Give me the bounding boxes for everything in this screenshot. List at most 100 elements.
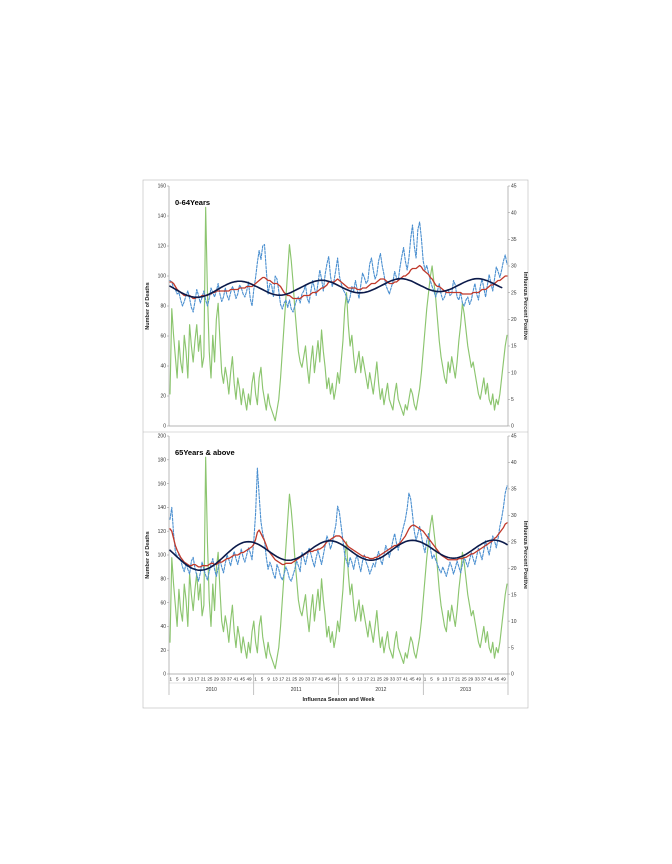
y-tick-label: 100: [158, 553, 167, 559]
x-tick-label: 9: [267, 677, 270, 682]
x-tick-label: 21: [455, 677, 461, 682]
x-tick-label: 37: [396, 677, 402, 682]
x-tick-label: 17: [364, 677, 370, 682]
x-tick-label: 21: [201, 677, 207, 682]
y2-tick-label: 45: [511, 434, 517, 440]
x-tick-label: 49: [416, 677, 422, 682]
y-tick-label: 20: [160, 394, 166, 400]
y2-tick-label: 15: [511, 344, 517, 350]
x-tick-label: 13: [357, 677, 363, 682]
y2-tick-label: 30: [511, 513, 517, 519]
x-tick-label: 41: [318, 677, 324, 682]
y2-tick-label: 0: [511, 424, 514, 430]
y2-tick-label: 20: [511, 317, 517, 323]
y-tick-label: 140: [158, 214, 167, 220]
y2-tick-label: 25: [511, 290, 517, 296]
y2-axis-title: Influenza Percent Positive: [522, 521, 528, 589]
y2-tick-label: 10: [511, 619, 517, 625]
series-line-percent-positive: [169, 456, 508, 670]
x-tick-label: 37: [312, 677, 318, 682]
y2-tick-label: 5: [511, 645, 514, 651]
x-tick-label: 13: [273, 677, 279, 682]
panel-title: 65Years & above: [175, 448, 235, 457]
y-tick-label: 140: [158, 505, 167, 511]
x-axis-title: Influenza Season and Week: [302, 697, 375, 703]
y-axis-title: Number of Deaths: [145, 282, 151, 329]
y-tick-label: 0: [163, 672, 166, 678]
y2-tick-label: 35: [511, 487, 517, 493]
x-tick-label: 49: [331, 677, 337, 682]
x-group-label: 2010: [206, 687, 217, 693]
x-tick-label: 21: [370, 677, 376, 682]
x-tick-label: 9: [183, 677, 186, 682]
x-tick-label: 45: [494, 677, 500, 682]
x-tick-label: 13: [442, 677, 448, 682]
y-tick-label: 20: [160, 648, 166, 654]
series-line-baseline: [169, 539, 508, 572]
x-tick-label: 5: [176, 677, 179, 682]
y2-tick-label: 40: [511, 210, 517, 216]
x-tick-label: 1: [170, 677, 173, 682]
x-group-label: 2012: [375, 687, 386, 693]
x-tick-label: 29: [468, 677, 474, 682]
y-tick-label: 200: [158, 434, 167, 440]
x-tick-label: 17: [279, 677, 285, 682]
y-tick-label: 120: [158, 244, 167, 250]
x-tick-label: 1: [254, 677, 257, 682]
x-tick-label: 1: [339, 677, 342, 682]
x-tick-label: 41: [403, 677, 409, 682]
x-group-label: 2013: [460, 687, 471, 693]
x-tick-label: 45: [325, 677, 331, 682]
y-tick-label: 60: [160, 600, 166, 606]
y-tick-label: 40: [160, 624, 166, 630]
y-axis-title: Number of Deaths: [145, 531, 151, 578]
x-tick-label: 29: [214, 677, 220, 682]
y2-tick-label: 40: [511, 460, 517, 466]
x-tick-label: 5: [430, 677, 433, 682]
y-tick-label: 0: [163, 424, 166, 430]
y2-tick-label: 35: [511, 237, 517, 243]
figure-frame: [142, 179, 529, 709]
x-tick-label: 45: [240, 677, 246, 682]
x-tick-label: 25: [207, 677, 213, 682]
x-tick-label: 33: [390, 677, 396, 682]
x-tick-label: 13: [188, 677, 194, 682]
x-tick-label: 33: [475, 677, 481, 682]
x-tick-label: 25: [377, 677, 383, 682]
panel-65-years-above: 0204060801001201401601802000510152025303…: [145, 434, 528, 703]
x-tick-label: 9: [352, 677, 355, 682]
x-tick-label: 41: [488, 677, 494, 682]
series-line-observed: [169, 221, 508, 313]
x-tick-label: 25: [292, 677, 298, 682]
x-tick-label: 33: [220, 677, 226, 682]
series-line-smoothed: [169, 522, 508, 568]
x-tick-label: 49: [501, 677, 507, 682]
x-tick-label: 9: [437, 677, 440, 682]
y-tick-label: 60: [160, 334, 166, 340]
y-tick-label: 40: [160, 364, 166, 370]
x-tick-label: 41: [233, 677, 239, 682]
y2-tick-label: 5: [511, 397, 514, 403]
x-tick-label: 29: [383, 677, 389, 682]
x-tick-label: 45: [409, 677, 415, 682]
x-tick-label: 25: [462, 677, 468, 682]
y-tick-label: 100: [158, 274, 167, 280]
x-tick-label: 37: [227, 677, 233, 682]
x-tick-label: 5: [261, 677, 264, 682]
y2-tick-label: 45: [511, 184, 517, 190]
y2-tick-label: 25: [511, 539, 517, 545]
x-tick-label: 5: [346, 677, 349, 682]
y-tick-label: 80: [160, 577, 166, 583]
y2-tick-label: 20: [511, 566, 517, 572]
x-tick-label: 21: [286, 677, 292, 682]
x-tick-label: 17: [449, 677, 455, 682]
x-tick-label: 37: [481, 677, 487, 682]
y-tick-label: 120: [158, 529, 167, 535]
y-tick-label: 160: [158, 184, 167, 190]
series-line-smoothed: [169, 264, 508, 300]
series-line-baseline: [169, 277, 503, 299]
x-tick-label: 33: [305, 677, 311, 682]
y-tick-label: 80: [160, 304, 166, 310]
x-tick-label: 17: [194, 677, 200, 682]
